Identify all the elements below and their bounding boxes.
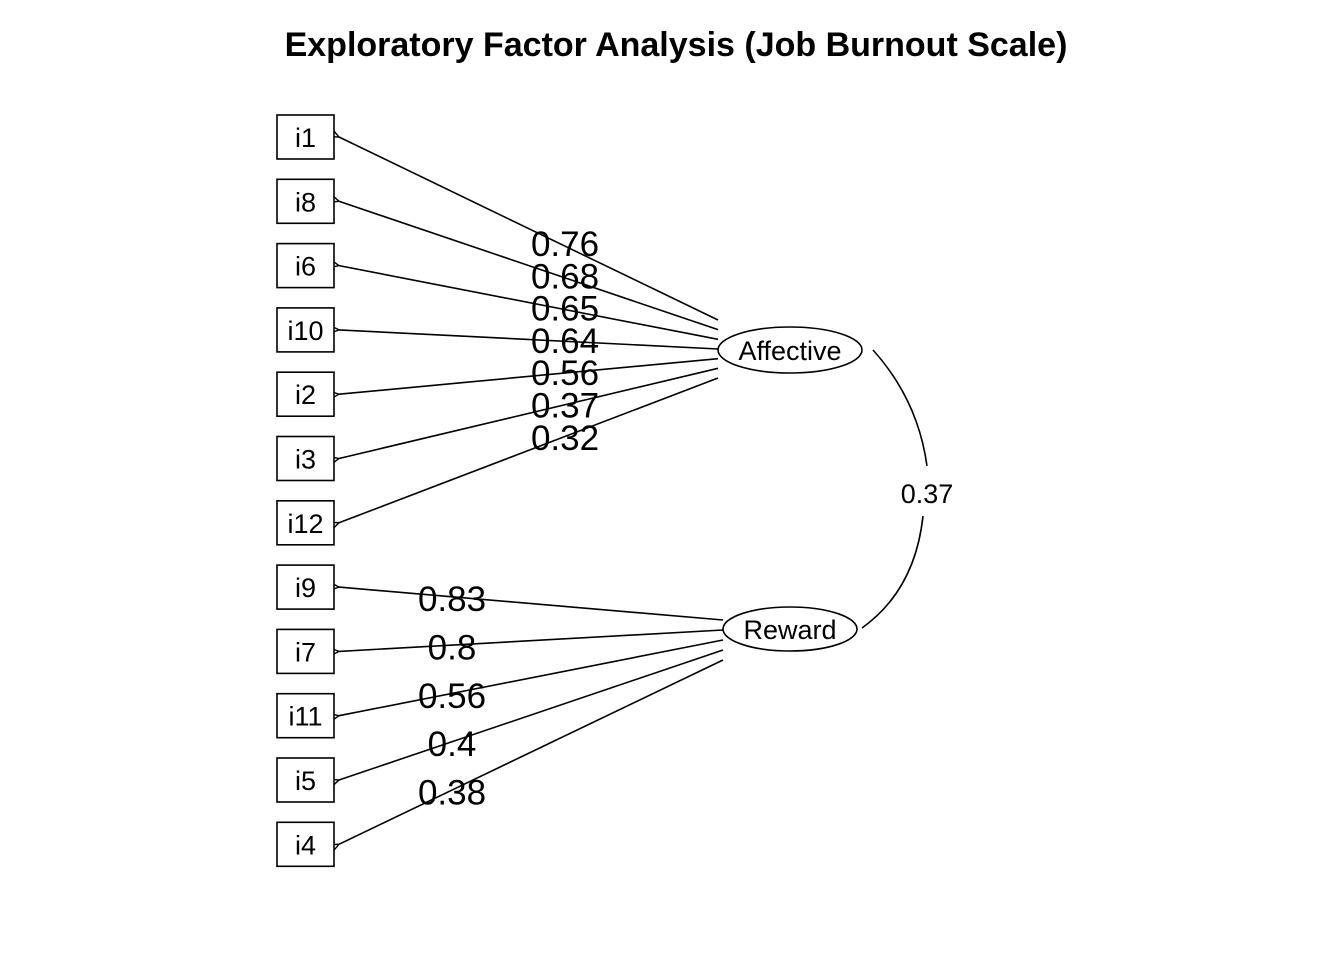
loading-value-i12: 0.32: [531, 419, 599, 458]
item-label-i4: i4: [295, 830, 316, 860]
loading-arrow-affective-i10: [339, 330, 719, 350]
loading-value-i2: 0.56: [531, 354, 599, 393]
item-box-i3: [276, 435, 335, 482]
item-label-i12: i12: [287, 509, 323, 539]
loading-arrow-reward-i7: [339, 629, 724, 651]
item-box-i10: [276, 307, 335, 353]
loading-arrow-affective-i8: [339, 201, 719, 331]
item-label-i11: i11: [288, 702, 322, 732]
loading-arrow-affective-i1: [339, 137, 719, 321]
loading-value-i7: 0.8: [428, 628, 477, 667]
factor-label-reward: Reward: [743, 615, 836, 645]
edges-layer: [339, 137, 928, 844]
loading-value-i11: 0.56: [418, 677, 486, 716]
loading-arrow-reward-i5: [339, 649, 724, 780]
item-label-i7: i7: [295, 637, 316, 667]
labels-layer: 0.760.680.650.640.560.370.320.830.80.560…: [418, 225, 953, 813]
loading-arrow-affective-i3: [339, 367, 719, 458]
loading-value-i5: 0.4: [428, 725, 477, 764]
loading-value-i3: 0.37: [531, 387, 599, 426]
item-box-i2: [276, 371, 335, 418]
factor-node-affective: [717, 326, 863, 374]
loading-arrow-affective-i6: [339, 266, 719, 341]
item-label-i6: i6: [295, 252, 316, 282]
loading-value-i8: 0.68: [531, 257, 599, 296]
factor-correlation-arc-upper: [872, 349, 928, 467]
item-box-i11: [276, 692, 335, 739]
loading-arrow-reward-i9: [339, 587, 724, 621]
item-label-i10: i10: [287, 316, 323, 346]
loading-value-i10: 0.64: [531, 322, 599, 361]
item-label-i3: i3: [295, 445, 316, 475]
loading-value-i9: 0.83: [418, 580, 486, 619]
item-box-i7: [276, 628, 335, 675]
item-box-i5: [276, 757, 335, 803]
diagram-title: Exploratory Factor Analysis (Job Burnout…: [285, 26, 1068, 64]
item-label-i1: i1: [295, 123, 316, 153]
item-box-i1: [276, 114, 335, 160]
factor-label-affective: Affective: [738, 336, 841, 366]
nodes-layer: i1 i8 i6 i10 i2 i3 i12 i9 i7 i11 i5 i4 Affective Rewa…: [276, 114, 863, 868]
item-box-i4: [276, 821, 335, 868]
item-label-i8: i8: [295, 187, 316, 217]
loading-arrow-reward-i4: [339, 659, 724, 844]
item-label-i9: i9: [295, 573, 316, 603]
loading-value-i1: 0.76: [531, 225, 599, 264]
item-box-i6: [276, 242, 335, 289]
loading-value-i4: 0.38: [418, 774, 486, 813]
loading-arrow-affective-i12: [339, 377, 719, 523]
item-label-i2: i2: [295, 380, 316, 410]
factor-correlation-value: 0.37: [901, 479, 954, 509]
item-box-i12: [276, 499, 335, 546]
item-label-i5: i5: [295, 766, 316, 796]
item-box-i8: [276, 178, 335, 225]
factor-node-reward: [722, 606, 858, 652]
item-box-i9: [276, 564, 335, 610]
loading-value-i6: 0.65: [531, 290, 599, 329]
factor-correlation-arc-lower: [861, 515, 924, 629]
loading-arrow-affective-i2: [339, 357, 719, 395]
loading-arrow-reward-i11: [339, 639, 724, 716]
